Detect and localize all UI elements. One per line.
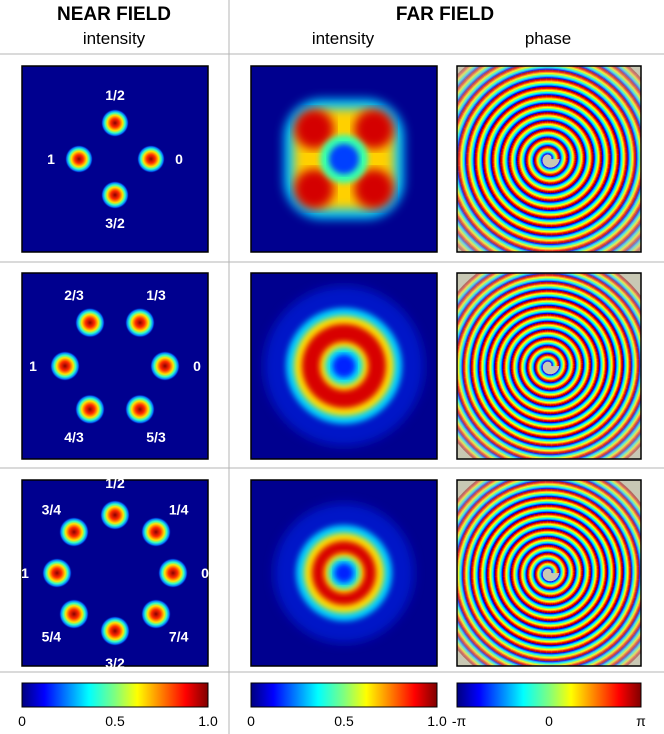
near-intensity-label: intensity	[83, 29, 146, 48]
phase-label: 3/2	[105, 655, 125, 671]
far-intensity-frame	[250, 65, 438, 253]
near-field-title: NEAR FIELD	[57, 4, 171, 25]
colorbars: 0 0.5 1.0 0 0.5 1.0 -π 0 π	[18, 682, 646, 729]
phase-label: 2/3	[64, 287, 84, 303]
beam-spot	[50, 351, 80, 381]
colorbar-tick-label: 1.0	[198, 713, 218, 729]
beam-spot	[58, 516, 89, 547]
far-intensity-label: intensity	[312, 29, 375, 48]
far-phase-frame	[456, 479, 642, 667]
far-phase-label: phase	[525, 29, 571, 48]
phase-label: 1	[47, 151, 55, 167]
colorbar-gradient	[456, 682, 642, 708]
far-phase-frame	[456, 272, 642, 460]
beam-spot	[100, 500, 130, 530]
beam-spot	[150, 351, 180, 381]
far-field-title: FAR FIELD	[396, 4, 494, 25]
far-field-intensity-panel	[250, 479, 438, 667]
far-phase-colorbar: -π 0 π	[452, 682, 646, 729]
colorbar-gradient	[21, 682, 209, 708]
far-phase-frame	[456, 65, 642, 253]
phase-label: 0	[193, 358, 201, 374]
phase-label: 7/4	[169, 629, 189, 645]
far-field-phase-panel	[456, 272, 642, 460]
phase-label: 5/3	[146, 429, 166, 445]
phase-label: 1/2	[105, 87, 125, 103]
near-field-panel: 0 1/2 1 3/2	[21, 65, 209, 253]
beam-spot	[42, 558, 72, 588]
beam-spot	[141, 599, 172, 630]
near-field-frame	[21, 272, 209, 460]
beam-spot	[101, 181, 129, 209]
colorbar-tick-label: 0	[247, 713, 255, 729]
panels: 0 1/2 1 3/2 0 1/3 2/3 1 4/3 5/3 0 1/4 1/2 3/4 1 5/4 3/2 7…	[21, 65, 642, 671]
far-field-intensity-panel	[250, 65, 438, 253]
colorbar-tick-label: -π	[452, 713, 467, 729]
colorbar-tick-label: 0.5	[334, 713, 354, 729]
colorbar-tick-label: 1.0	[427, 713, 447, 729]
phase-label: 1	[21, 565, 29, 581]
colorbar-gradient	[250, 682, 438, 708]
beam-spot	[125, 307, 155, 338]
beam-spot	[58, 599, 89, 630]
phase-label: 3/4	[42, 501, 62, 517]
beam-spot	[137, 145, 165, 173]
far-field-phase-panel	[456, 65, 642, 253]
beam-spot	[100, 616, 130, 646]
beam-spot	[75, 307, 105, 338]
phase-label: 0	[175, 151, 183, 167]
colorbar-tick-label: π	[636, 713, 646, 729]
colorbar-tick-label: 0	[18, 713, 26, 729]
beam-spot	[158, 558, 188, 588]
far-intensity-colorbar: 0 0.5 1.0	[247, 682, 447, 729]
near-intensity-colorbar: 0 0.5 1.0	[18, 682, 218, 729]
beam-spot	[125, 394, 155, 425]
phase-label: 1/4	[169, 501, 189, 517]
beam-spot	[65, 145, 93, 173]
near-field-frame	[21, 65, 209, 253]
far-field-intensity-panel	[250, 272, 438, 460]
colorbar-tick-label: 0	[545, 713, 553, 729]
phase-label: 4/3	[64, 429, 84, 445]
beam-spot	[75, 394, 105, 425]
phase-label: 1/2	[105, 475, 125, 491]
far-intensity-frame	[250, 479, 438, 667]
near-field-panel: 0 1/4 1/2 3/4 1 5/4 3/2 7/4	[21, 475, 209, 671]
phase-label: 1/3	[146, 287, 166, 303]
colorbar-tick-label: 0.5	[105, 713, 125, 729]
phase-label: 3/2	[105, 215, 125, 231]
far-field-phase-panel	[456, 479, 642, 667]
beam-spot	[141, 516, 172, 547]
phase-label: 0	[201, 565, 209, 581]
phase-label: 5/4	[42, 629, 62, 645]
phase-label: 1	[29, 358, 37, 374]
beam-spot	[101, 109, 129, 137]
far-intensity-frame	[250, 272, 438, 460]
near-field-panel: 0 1/3 2/3 1 4/3 5/3	[21, 272, 209, 460]
